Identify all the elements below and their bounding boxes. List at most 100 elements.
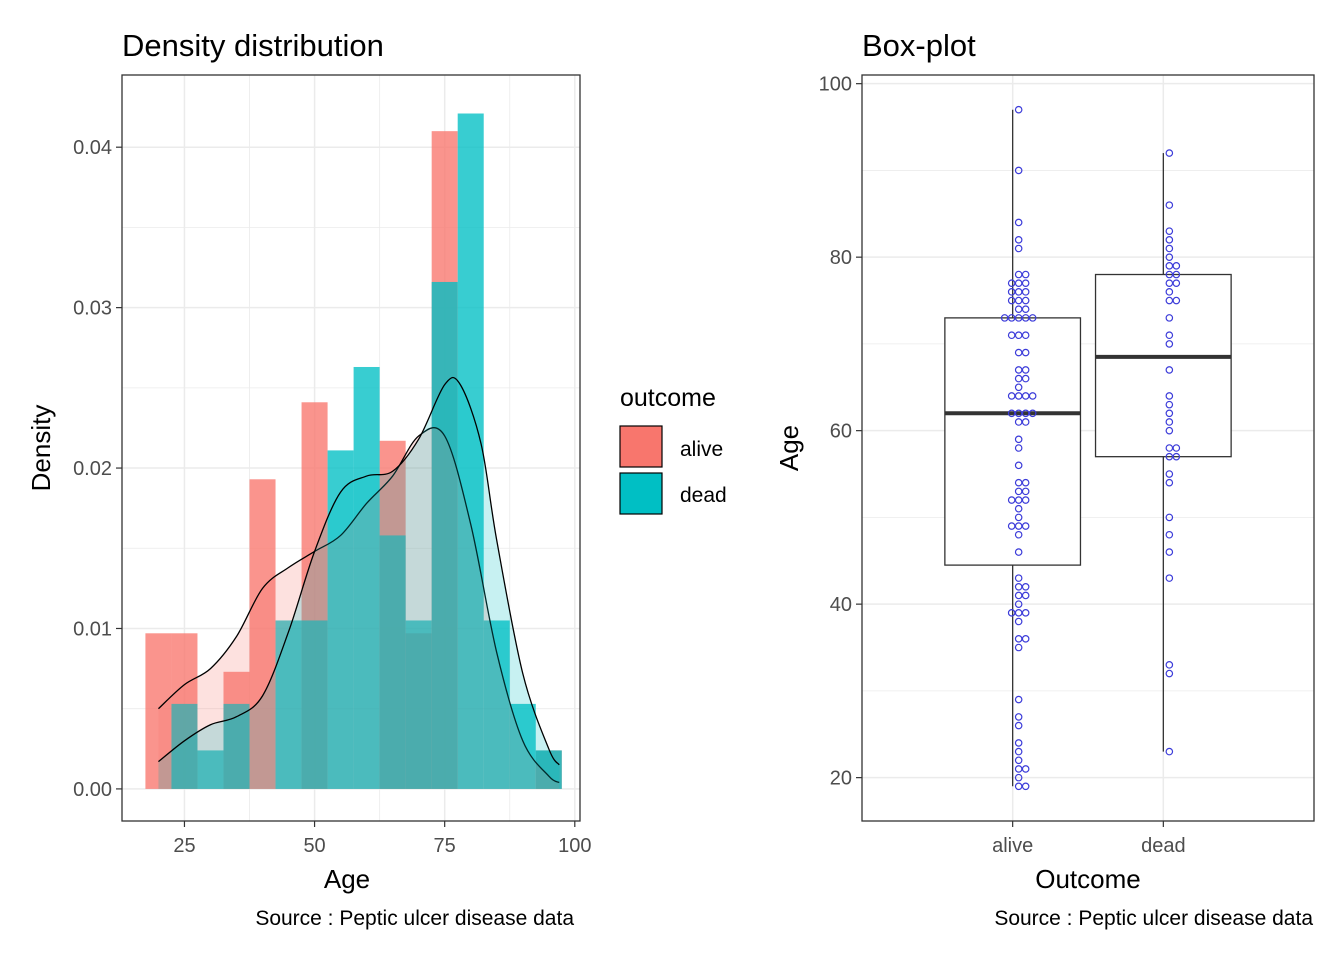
histogram-bar-alive (249, 479, 276, 789)
y-tick-label: 100 (819, 74, 852, 96)
data-point-alive (1021, 314, 1030, 322)
data-point-dead (1165, 331, 1174, 340)
boxplot-y-ticks: 20 40 60 80 100 (819, 74, 862, 790)
data-point-alive (1007, 496, 1016, 504)
data-point-alive (1021, 374, 1030, 383)
histogram-bar-dead (275, 620, 302, 789)
data-point-dead (1165, 244, 1174, 253)
data-point-alive (1014, 548, 1023, 556)
data-point-alive (1021, 591, 1030, 600)
density-histogram-bars (145, 113, 562, 789)
data-point-alive (1021, 279, 1030, 287)
data-point-alive (1014, 244, 1023, 253)
x-tick-label: dead (1141, 835, 1186, 857)
data-point-dead (1165, 530, 1174, 539)
data-point-dead (1165, 366, 1174, 374)
density-y-ticks: 0.00 0.01 0.02 0.03 0.04 (73, 137, 122, 801)
data-point-dead (1165, 392, 1174, 400)
data-point-alive (1021, 366, 1030, 374)
x-tick-label: 75 (434, 835, 456, 857)
density-caption: Source : Peptic ulcer disease data (255, 907, 574, 930)
data-point-dead (1165, 426, 1174, 435)
boxplot-title: Box-plot (862, 28, 976, 63)
data-point-alive (1000, 314, 1009, 322)
data-point-alive (1014, 773, 1023, 782)
boxplot-plot-background (862, 75, 1314, 821)
data-point-alive (1007, 288, 1016, 296)
histogram-bar-dead (483, 620, 510, 789)
data-point-dead (1165, 669, 1174, 678)
data-point-alive (1021, 487, 1030, 496)
data-point-alive (1007, 609, 1016, 617)
data-point-alive (1014, 444, 1023, 452)
legend-label-dead: dead (680, 484, 727, 507)
histogram-bar-dead (223, 703, 250, 789)
boxplot-caption: Source : Peptic ulcer disease data (994, 907, 1313, 930)
data-point-alive (1021, 496, 1030, 504)
data-point-alive (1014, 435, 1023, 444)
histogram-bar-dead (171, 703, 198, 789)
data-point-alive (1021, 392, 1030, 400)
data-point-alive (1021, 418, 1030, 426)
y-tick-label: 0.01 (73, 618, 112, 640)
data-point-alive (1021, 331, 1030, 340)
boxplot-y-axis-title: Age (774, 425, 804, 471)
data-point-dead (1165, 409, 1174, 418)
data-point-alive (1014, 643, 1023, 652)
boxplot-x-axis-title: Outcome (1035, 864, 1141, 894)
x-tick-label: 25 (173, 835, 195, 857)
density-x-ticks: 25 50 75 100 (173, 821, 591, 857)
data-point-dead (1165, 227, 1174, 235)
data-point-alive (1007, 296, 1016, 305)
density-curves (157, 376, 560, 789)
histogram-bar-dead (353, 366, 380, 789)
data-point-dead (1165, 574, 1174, 582)
y-tick-label: 0.04 (73, 137, 112, 159)
data-point-alive (1014, 739, 1023, 747)
data-point-dead (1165, 201, 1174, 209)
data-point-dead (1172, 279, 1181, 287)
y-tick-label: 80 (830, 247, 852, 269)
data-point-alive (1021, 609, 1030, 617)
data-point-dead (1165, 340, 1174, 348)
data-point-alive (1014, 461, 1023, 470)
data-point-dead (1165, 513, 1174, 522)
legend-title: outcome (620, 384, 716, 412)
y-tick-label: 40 (830, 594, 852, 616)
data-point-dead (1165, 470, 1174, 478)
data-point-alive (1014, 721, 1023, 730)
histogram-bar-dead (197, 750, 224, 789)
data-point-alive (1021, 765, 1030, 773)
histogram-bar-dead (431, 281, 458, 789)
data-point-alive (1028, 392, 1037, 400)
y-tick-label: 0.03 (73, 298, 112, 320)
data-point-dead (1172, 452, 1181, 461)
data-point-alive (1014, 600, 1023, 608)
boxplot-panel: Box-plot alive dead 20 40 60 80 100 Outcome A… (774, 28, 1315, 930)
data-point-alive (1021, 270, 1030, 279)
box-alive (944, 317, 1082, 566)
data-point-dead (1165, 478, 1174, 487)
data-point-alive (1021, 348, 1030, 357)
data-point-alive (1021, 305, 1030, 314)
data-point-alive (1014, 756, 1023, 765)
x-tick-label: 50 (303, 835, 325, 857)
data-point-alive (1014, 713, 1023, 721)
data-point-dead (1165, 661, 1174, 669)
data-point-dead (1165, 236, 1174, 244)
data-point-alive (1028, 314, 1037, 322)
density-panel: Density distribution 25 50 75 100 0.000.010… (26, 28, 591, 930)
legend-swatch-alive (619, 425, 663, 468)
data-point-alive (1021, 582, 1030, 591)
data-point-dead (1172, 296, 1181, 305)
histogram-bar-dead (301, 620, 328, 789)
y-tick-label: 60 (830, 421, 852, 443)
density-panel-border (121, 74, 581, 822)
histogram-bar-dead (379, 535, 406, 789)
boxplot-points (1000, 105, 1181, 791)
histogram-bar-alive (145, 633, 172, 789)
data-point-alive (1014, 747, 1023, 756)
data-point-dead (1165, 314, 1174, 322)
data-point-alive (1021, 635, 1030, 643)
